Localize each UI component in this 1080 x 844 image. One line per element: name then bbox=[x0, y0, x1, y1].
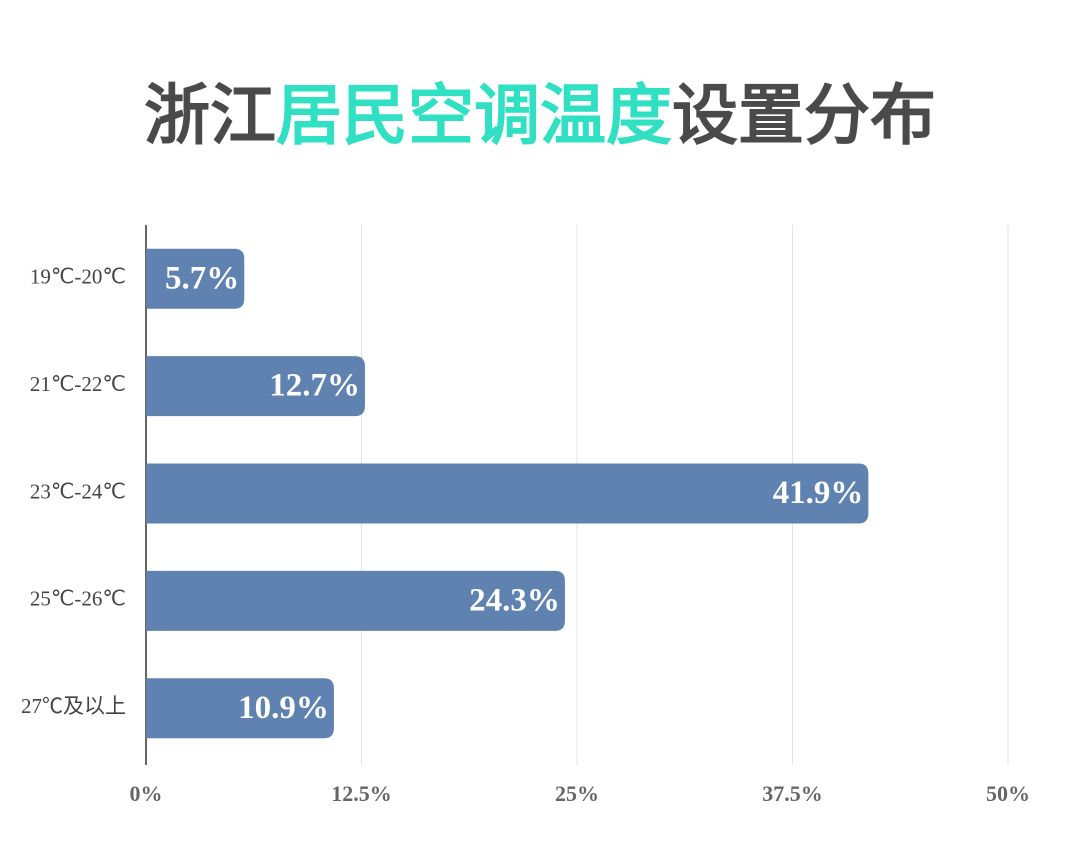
title-part: 浙江 bbox=[144, 77, 276, 154]
chart-title: 浙江居民空调温度设置分布 bbox=[144, 77, 936, 154]
x-tick-label: 12.5% bbox=[331, 781, 392, 806]
value-label: 41.9% bbox=[773, 475, 864, 511]
y-tick-label: 19℃-20℃ bbox=[30, 265, 126, 289]
title-part: 设置分布 bbox=[672, 77, 936, 154]
value-label: 10.9% bbox=[238, 690, 329, 726]
x-tick-label: 0% bbox=[130, 781, 163, 806]
bar bbox=[146, 248, 245, 309]
bar bbox=[146, 678, 334, 739]
bar bbox=[146, 570, 565, 631]
x-tick-label: 50% bbox=[986, 781, 1030, 806]
bar bbox=[146, 356, 365, 417]
y-tick-label: 23℃-24℃ bbox=[30, 479, 126, 503]
x-tick-label: 25% bbox=[555, 781, 599, 806]
value-label: 24.3% bbox=[469, 582, 560, 618]
bar bbox=[146, 463, 869, 524]
y-tick-label: 21℃-22℃ bbox=[30, 372, 126, 396]
value-label: 12.7% bbox=[269, 368, 360, 404]
y-tick-label: 27℃及以上 bbox=[21, 694, 126, 718]
y-tick-label: 25℃-26℃ bbox=[30, 587, 126, 611]
title-part: 居民空调温度 bbox=[276, 77, 672, 154]
x-tick-label: 37.5% bbox=[762, 781, 823, 806]
value-label: 5.7% bbox=[165, 260, 239, 296]
